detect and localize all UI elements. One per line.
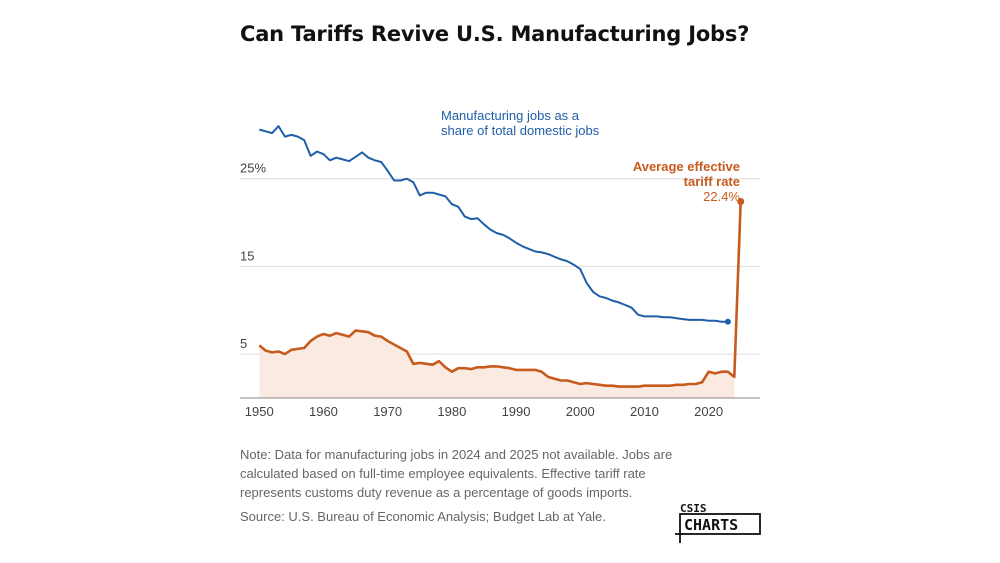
x-tick-label: 1990 (502, 404, 531, 419)
jobs-end-point (724, 318, 731, 325)
notes-block: Note: Data for manufacturing jobs in 202… (240, 445, 680, 526)
chart-title: Can Tariffs Revive U.S. Manufacturing Jo… (240, 22, 750, 46)
series-lines (258, 125, 745, 388)
tariff-annotation-value: 22.4% (703, 189, 740, 204)
manufacturing-jobs-line (259, 125, 728, 323)
tariff-rate-line (258, 201, 742, 388)
jobs-annotation-line1: Manufacturing jobs as a (441, 108, 580, 123)
tariff-area-fill (259, 330, 735, 398)
tariff-annotation-line1: Average effective (633, 159, 740, 174)
csis-charts-logo: CSIS CHARTS (675, 502, 761, 543)
logo-bottom-text: CHARTS (684, 516, 738, 534)
x-tick-label: 1980 (437, 404, 466, 419)
x-tick-label: 2020 (694, 404, 723, 419)
jobs-annotation-line2: share of total domestic jobs (441, 123, 600, 138)
x-axis-labels: 1950 1960 1970 1980 1990 2000 2010 2020 (245, 404, 723, 419)
x-tick-label: 2010 (630, 404, 659, 419)
y-axis-labels: 5 15 25% (240, 161, 266, 351)
tariff-area (259, 330, 735, 398)
x-tick-label: 1950 (245, 404, 274, 419)
y-tick-label: 5 (240, 336, 247, 351)
y-tick-label: 25% (240, 161, 266, 176)
gridlines (240, 178, 760, 355)
x-tick-label: 1970 (373, 404, 402, 419)
tariff-end-point (737, 198, 745, 206)
logo-top-text: CSIS (680, 502, 707, 515)
x-tick-label: 2000 (566, 404, 595, 419)
note-text: Note: Data for manufacturing jobs in 202… (240, 447, 673, 500)
y-tick-label: 15 (240, 248, 254, 263)
x-tick-label: 1960 (309, 404, 338, 419)
tariff-annotation-line2: tariff rate (684, 174, 740, 189)
source-text: Source: U.S. Bureau of Economic Analysis… (240, 509, 606, 524)
